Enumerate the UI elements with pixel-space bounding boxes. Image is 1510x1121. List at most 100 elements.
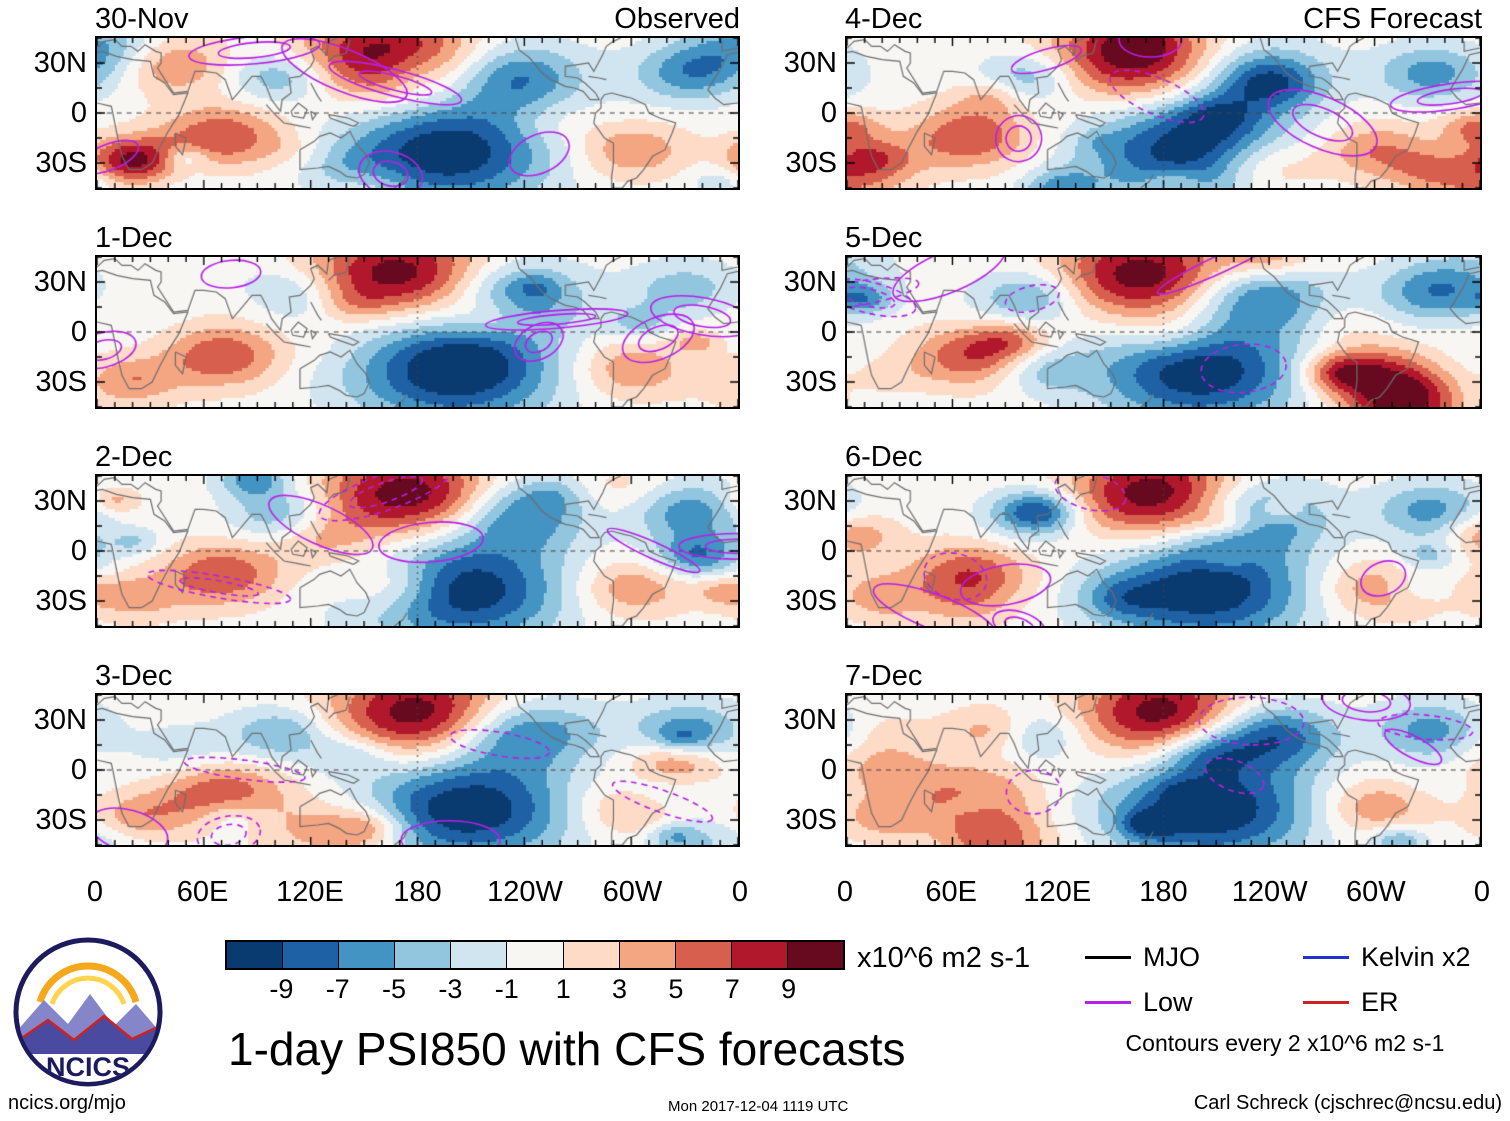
colorbar: -9 -7 -5 -3 -1 1 3 5 7 9 — [225, 940, 845, 1004]
map-canvas — [847, 38, 1480, 188]
panel-block-3dec: 3-Dec 30N 0 30S — [34, 657, 740, 847]
map-panel: 30N 0 30S — [784, 693, 1482, 847]
map-panel: 30N 0 30S — [784, 255, 1482, 409]
lon-axis-forecast: 0 60E 120E 180 120W 60W 0 — [837, 876, 1490, 918]
colorbar-tick: -7 — [325, 974, 350, 1004]
lon-label: 60W — [1345, 876, 1406, 908]
lat-label-30s: 30S — [35, 147, 87, 179]
lat-label-30s: 30S — [35, 585, 87, 617]
mountains-front-icon — [18, 1016, 158, 1062]
kelvin-line-sample — [1303, 956, 1349, 959]
map-canvas — [97, 476, 738, 626]
panel-header: 4-Dec CFS Forecast — [845, 0, 1482, 36]
map-panel: 30N 0 30S — [34, 255, 740, 409]
lat-label-30n: 30N — [783, 485, 837, 517]
lat-label-eq: 0 — [820, 754, 837, 786]
lon-label: 0 — [1473, 876, 1491, 908]
er-line-sample — [1303, 1001, 1349, 1004]
panel-date: 3-Dec — [95, 660, 173, 692]
colorbar-units: x10^6 m2 s-1 — [857, 942, 1031, 974]
lon-label: 60E — [176, 876, 229, 908]
lon-label: 0 — [86, 876, 104, 908]
colorbar-tick: -9 — [269, 974, 294, 1004]
observed-column: 30-Nov Observed 30N 0 30S 1-Dec 30N 0 30… — [34, 0, 748, 918]
panel-header: 1-Dec — [95, 219, 740, 255]
colorbar-segment — [731, 942, 788, 968]
lat-label-30s: 30S — [35, 804, 87, 836]
panel-block-2dec: 2-Dec 30N 0 30S — [34, 438, 740, 628]
legend-label: ER — [1361, 987, 1399, 1017]
column-title-forecast: CFS Forecast — [1303, 3, 1482, 35]
colorbar-segment — [675, 942, 732, 968]
map-canvas — [97, 257, 738, 407]
contour-legend: MJO Kelvin x2 Low ER Contours every 2 x1… — [1085, 942, 1485, 1057]
ridge-line-icon — [18, 1014, 158, 1044]
legend-item-kelvin: Kelvin x2 — [1303, 942, 1485, 973]
panel-date: 4-Dec — [845, 3, 923, 35]
panel-header: 3-Dec — [95, 657, 740, 693]
mjo-line-sample — [1085, 956, 1131, 959]
lat-label-30n: 30N — [33, 266, 87, 298]
legend-label: Low — [1143, 987, 1193, 1017]
lat-label-30n: 30N — [33, 485, 87, 517]
footer-author: Carl Schreck (cjschrec@ncsu.edu) — [1193, 1092, 1502, 1114]
colorbar-tick: 1 — [555, 974, 571, 1004]
panel-header: 5-Dec — [845, 219, 1482, 255]
panel-block-30nov: 30-Nov Observed 30N 0 30S — [34, 0, 740, 190]
map-panel: 30N 0 30S — [784, 36, 1482, 190]
panel-header: 30-Nov Observed — [95, 0, 740, 36]
lat-label-eq: 0 — [820, 535, 837, 567]
colorbar-tick: -5 — [382, 974, 407, 1004]
lon-axis-observed: 0 60E 120E 180 120W 60W 0 — [87, 876, 748, 918]
map-canvas — [847, 476, 1480, 626]
lon-label: 120W — [487, 876, 563, 908]
lon-label: 0 — [836, 876, 854, 908]
lat-label-30n: 30N — [783, 47, 837, 79]
panel-date: 6-Dec — [845, 441, 923, 473]
panel-block-1dec: 1-Dec 30N 0 30S — [34, 219, 740, 409]
lat-label-eq: 0 — [70, 754, 87, 786]
lat-label-eq: 0 — [820, 316, 837, 348]
lon-label: 60W — [602, 876, 663, 908]
colorbar-segment — [339, 942, 396, 968]
sun-arc-icon — [36, 962, 140, 1004]
colorbar-segment — [619, 942, 676, 968]
legend-label: Kelvin x2 — [1361, 942, 1471, 972]
lat-label-30n: 30N — [783, 704, 837, 736]
sun-arc-inner-icon — [49, 975, 127, 1005]
lat-label-30n: 30N — [33, 704, 87, 736]
colorbar-tick: 3 — [612, 974, 628, 1004]
map-panel: 30N 0 30S — [34, 36, 740, 190]
colorbar-tick: 5 — [668, 974, 684, 1004]
lat-label-eq: 0 — [70, 97, 87, 129]
legend-label: MJO — [1143, 942, 1200, 972]
colorbar-segments — [225, 940, 845, 970]
legend-item-mjo: MJO — [1085, 942, 1303, 973]
lon-label: 60E — [925, 876, 977, 908]
lat-label-eq: 0 — [70, 316, 87, 348]
colorbar-tick: -1 — [494, 974, 519, 1004]
lon-label: 120E — [276, 876, 344, 908]
lat-label-30n: 30N — [783, 266, 837, 298]
lon-label: 120W — [1231, 876, 1308, 908]
colorbar-tick: 9 — [781, 974, 797, 1004]
map-panel: 30N 0 30S — [34, 693, 740, 847]
lat-label-eq: 0 — [820, 97, 837, 129]
colorbar-segment — [395, 942, 452, 968]
panel-block-5dec: 5-Dec 30N 0 30S — [784, 219, 1482, 409]
panel-block-4dec: 4-Dec CFS Forecast 30N 0 30S — [784, 0, 1482, 190]
colorbar-segment — [507, 942, 564, 968]
contour-interval-note: Contours every 2 x10^6 m2 s-1 — [1125, 1030, 1445, 1056]
colorbar-segment — [451, 942, 508, 968]
lat-label-30s: 30S — [785, 147, 837, 179]
page-title: 1-day PSI850 with CFS forecasts — [228, 1023, 906, 1075]
panel-date: 7-Dec — [845, 660, 923, 692]
panel-block-7dec: 7-Dec 30N 0 30S — [784, 657, 1482, 847]
footer-timestamp: Mon 2017-12-04 1119 UTC — [668, 1098, 849, 1115]
map-canvas — [97, 38, 738, 188]
colorbar-ticks: -9 -7 -5 -3 -1 1 3 5 7 9 — [225, 970, 845, 1004]
panel-date: 1-Dec — [95, 222, 173, 254]
panel-header: 7-Dec — [845, 657, 1482, 693]
lat-label-30s: 30S — [35, 366, 87, 398]
panel-date: 30-Nov — [95, 3, 189, 35]
